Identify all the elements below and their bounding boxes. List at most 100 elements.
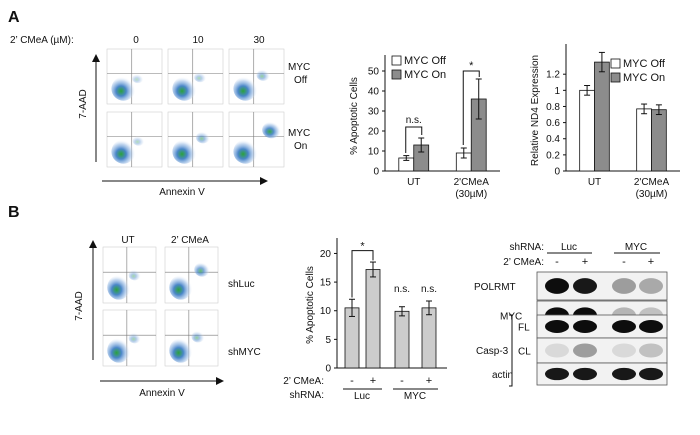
- nd4-chart: 0 0.2 0.4 0.6 0.8 1 1.2 Relative ND4 Expression…: [530, 44, 680, 200]
- blot-treat-sign: -: [555, 256, 559, 268]
- facs-population-live: [169, 275, 193, 300]
- apoptosis-chart-b: 0 5 10 15 20 % Apoptotic Cells - + - + * n.s. n.s. 2’…: [283, 238, 447, 402]
- legend-label: MYC Off: [623, 58, 666, 70]
- conc-30: 30: [253, 35, 265, 46]
- row-label-myc-off-1: MYC: [288, 62, 310, 73]
- y-axis-label-b: 7-AAD: [74, 291, 85, 320]
- y-tick-label: 20: [368, 127, 380, 138]
- blot-group-myc: MYC: [625, 242, 647, 253]
- facs-population-apoptotic: [132, 136, 145, 146]
- bar: [594, 61, 610, 172]
- facs-plot-b: [164, 309, 219, 367]
- casp3-bracket: [509, 314, 513, 387]
- blot-treat-sign: +: [648, 256, 654, 268]
- blot-band: [612, 343, 636, 358]
- blot-band: [545, 320, 569, 333]
- facs-population-apoptotic: [132, 73, 144, 84]
- row-label-shluc: shLuc: [228, 279, 255, 290]
- y-tick-label: 10: [320, 306, 332, 317]
- facs-plot-a: [106, 48, 163, 105]
- y-tick-label: 0: [373, 167, 379, 178]
- facs-population-live: [233, 76, 258, 101]
- y-arrowhead-a: [92, 54, 100, 62]
- y-tick-label: 0: [325, 364, 331, 375]
- y-tick-label: 0.8: [546, 102, 560, 113]
- sig-bracket-ut: [405, 126, 423, 153]
- row-label-shmyc: shMYC: [228, 347, 261, 358]
- conc-0: 0: [133, 35, 139, 46]
- blot-band: [612, 367, 636, 381]
- x-category-label: UT: [588, 177, 601, 188]
- legend-swatch: [610, 72, 621, 83]
- bar: [651, 109, 667, 172]
- legend-label: MYC On: [623, 72, 665, 84]
- panel-label-a: A: [8, 9, 20, 26]
- legend-label: MYC Off: [404, 55, 447, 67]
- blot-treat-label: 2’ CMeA:: [503, 257, 544, 268]
- x-axis-label-a: Annexin V: [159, 187, 205, 198]
- blot-row-label: FL: [518, 323, 530, 334]
- row-label-myc-off-2: Off: [294, 75, 307, 86]
- apoptosis-chart-a: 0 10 20 30 40 50 % Apoptotic Cells UT 2'CMeA(30µ…: [349, 55, 500, 200]
- bar: [421, 307, 437, 369]
- y-tick-label: 0.2: [546, 150, 560, 161]
- row-label-myc-on-2: On: [294, 141, 307, 152]
- facs-population-apoptotic: [194, 72, 207, 83]
- blot-row-label: MYC: [500, 312, 522, 323]
- y-tick-label: 1.2: [546, 70, 560, 81]
- facs-plot-a: [228, 111, 285, 168]
- facs-plot-a: [106, 111, 163, 168]
- y-tick-label: 20: [320, 249, 332, 260]
- bar: [636, 108, 652, 172]
- facs-plot-b: [102, 309, 157, 367]
- facs-plot-a: [228, 48, 285, 105]
- sig-bracket-luc: [351, 250, 374, 298]
- facs-population-apoptotic: [128, 269, 141, 281]
- col-label-ut: UT: [121, 235, 134, 246]
- y-tick-label: 0.4: [546, 134, 560, 145]
- x-category-label: (30µM): [636, 189, 668, 200]
- sig-label-luc: *: [360, 241, 365, 253]
- blot-row-label: CL: [518, 347, 531, 358]
- facs-population-live: [107, 275, 131, 300]
- blot-band: [639, 343, 663, 358]
- y-tick-label: 15: [320, 278, 332, 289]
- casp3-label: Casp-3: [476, 346, 509, 357]
- legend-swatch: [610, 58, 621, 69]
- sig-label-myc-2: n.s.: [421, 284, 437, 295]
- western-blot: shRNA: Luc MYC 2’ CMeA: - + - + POLRMTMYCFL…: [474, 242, 668, 387]
- blot-band: [573, 320, 597, 333]
- y-axis-title: % Apoptotic Cells: [305, 266, 316, 344]
- blot-strip: [536, 362, 668, 386]
- y-axis-label-a: 7-AAD: [78, 89, 89, 118]
- row-label-myc-on-1: MYC: [288, 128, 310, 139]
- facs-population-apoptotic: [191, 330, 205, 343]
- blot-group-luc: Luc: [561, 242, 577, 253]
- blot-band: [573, 278, 597, 294]
- y-tick-label: 10: [368, 147, 380, 158]
- treat-row-label: 2’ CMeA:: [283, 376, 324, 387]
- treat-sign: +: [370, 375, 376, 387]
- blot-band: [639, 320, 663, 333]
- facs-population-apoptotic: [194, 262, 210, 277]
- y-tick-label: 0.6: [546, 118, 560, 129]
- y-tick-label: 30: [368, 107, 380, 118]
- y-tick-label: 0: [554, 167, 560, 178]
- blot-band: [573, 343, 597, 358]
- facs-population-live: [169, 338, 193, 363]
- facs-population-live: [107, 338, 131, 363]
- blot-strip: [536, 337, 668, 364]
- legend-swatch: [391, 69, 402, 80]
- facs-population-apoptotic: [262, 121, 282, 139]
- x-category-label: 2'CMeA: [454, 177, 490, 188]
- y-axis-title: Relative ND4 Expression: [530, 55, 541, 166]
- treat-sign: -: [350, 375, 354, 387]
- bar: [394, 310, 410, 369]
- blot-band: [639, 367, 663, 381]
- sig-label-cmea: *: [469, 60, 474, 72]
- y-tick-label: 50: [368, 67, 380, 78]
- facs-population-live: [172, 139, 197, 164]
- facs-plot-b: [164, 246, 219, 304]
- blot-band: [545, 278, 569, 294]
- y-tick-label: 40: [368, 87, 380, 98]
